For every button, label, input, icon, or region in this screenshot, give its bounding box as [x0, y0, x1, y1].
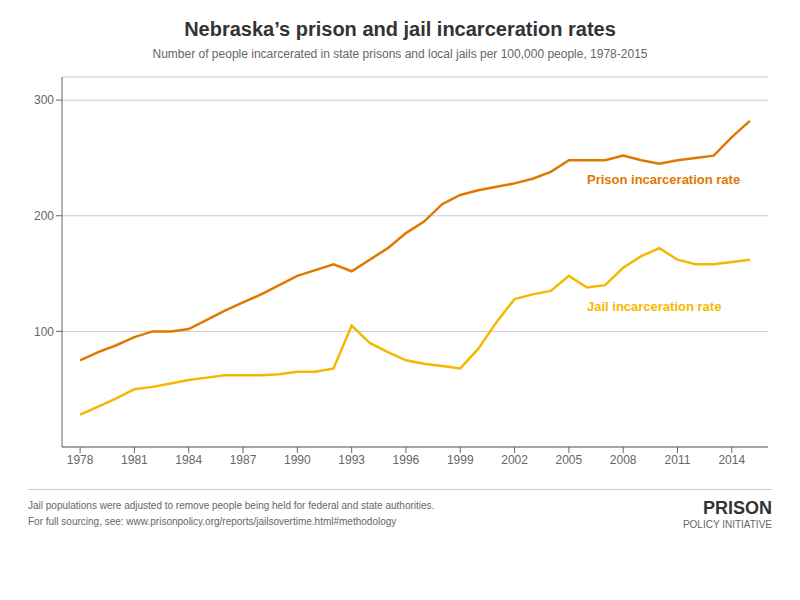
html-text:PRISON: PRISON [703, 498, 772, 518]
svg-text:Prison incarceration rate: Prison incarceration rate [587, 172, 740, 187]
svg-text:1987: 1987 [230, 453, 257, 467]
svg-text:2008: 2008 [610, 453, 637, 467]
html-text:POLICY INITIATIVE: POLICY INITIATIVE [682, 519, 772, 530]
svg-text:200: 200 [34, 209, 54, 223]
svg-text:1993: 1993 [338, 453, 365, 467]
svg-text:2002: 2002 [501, 453, 528, 467]
svg-text:1978: 1978 [67, 453, 94, 467]
html-text:For full sourcing, see: www.pr: For full sourcing, see: www.prisonpolicy… [28, 516, 397, 527]
svg-text:1996: 1996 [393, 453, 420, 467]
svg-text:2011: 2011 [665, 453, 691, 467]
svg-text:Jail incarceration rate: Jail incarceration rate [587, 299, 721, 314]
svg-text:1981: 1981 [121, 453, 148, 467]
svg-text:1990: 1990 [284, 453, 311, 467]
html-text:Nebraska’s prison and jail inc: Nebraska’s prison and jail incarceration… [184, 18, 616, 40]
html-text:Jail populations were adjusted: Jail populations were adjusted to remove… [28, 500, 435, 511]
svg-text:300: 300 [34, 93, 54, 107]
svg-text:100: 100 [34, 325, 54, 339]
svg-text:1999: 1999 [447, 453, 474, 467]
svg-text:1984: 1984 [175, 453, 202, 467]
svg-text:2014: 2014 [718, 453, 745, 467]
html-text:Number of people incarcerated: Number of people incarcerated in state p… [152, 47, 648, 61]
svg-text:2005: 2005 [556, 453, 583, 467]
